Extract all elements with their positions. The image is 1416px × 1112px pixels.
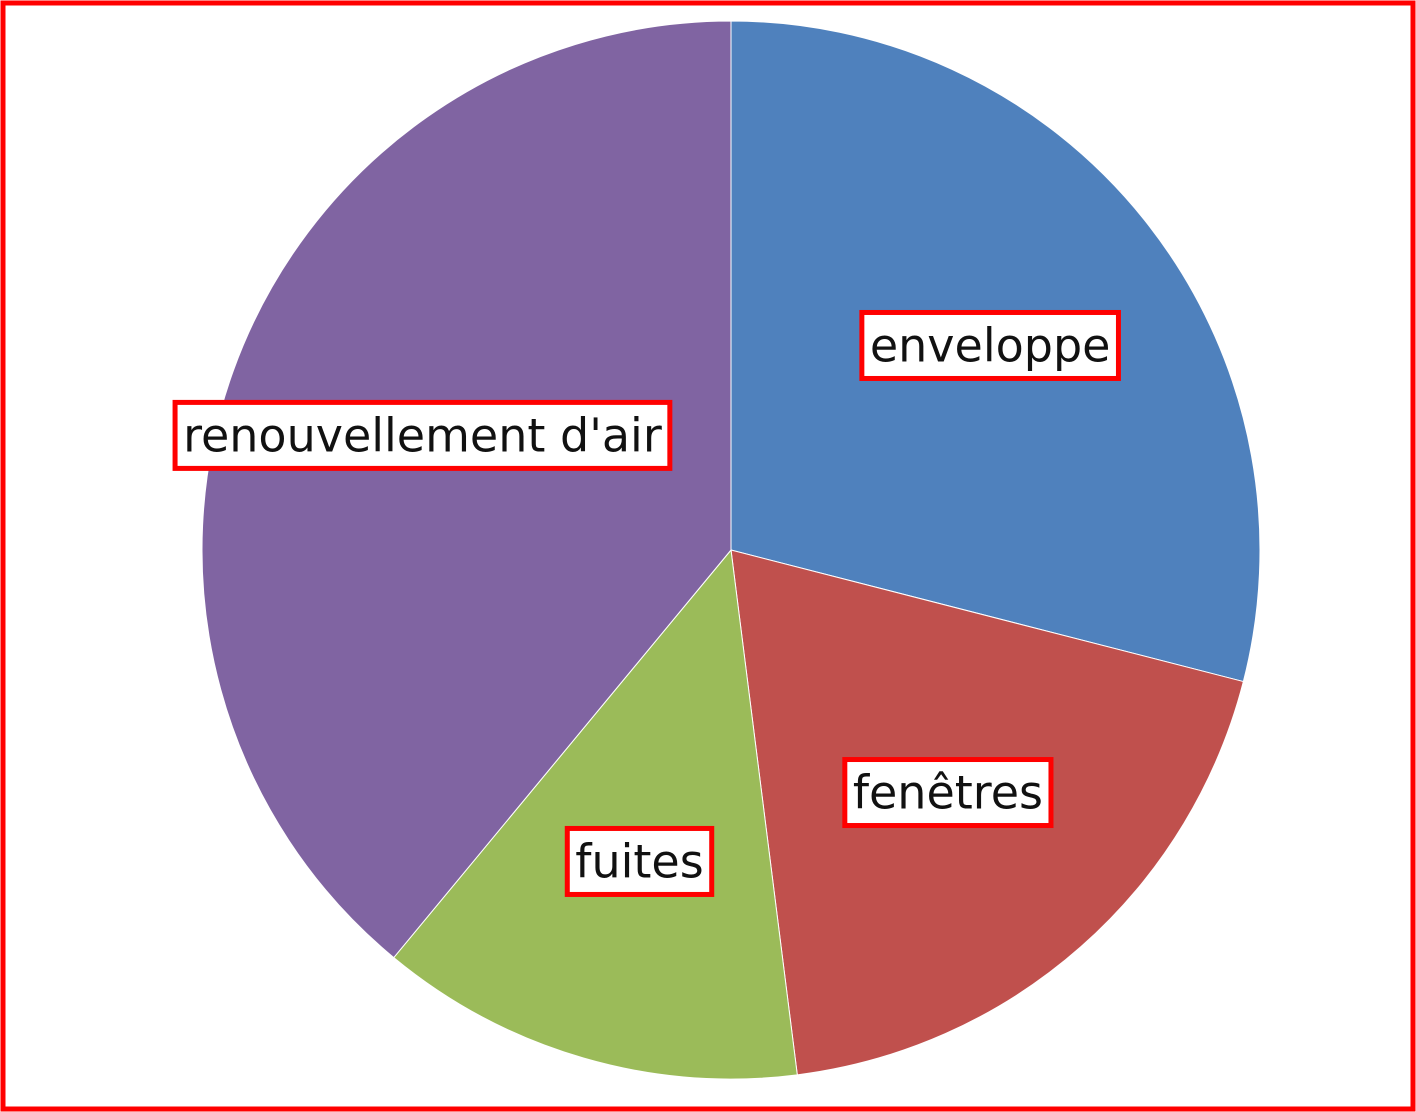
label-box	[172, 399, 673, 471]
slice-label: fenêtres	[853, 766, 1043, 820]
slice-label: renouvellement d'air	[183, 408, 662, 462]
slices	[201, 20, 1261, 1080]
label-box	[859, 309, 1121, 381]
slice-label: enveloppe	[870, 318, 1111, 372]
pie-slice	[393, 548, 798, 1080]
label-box	[842, 757, 1054, 829]
pie-slice	[201, 20, 732, 959]
labels: enveloppe fenêtres fuites renouvellement d'…	[172, 309, 1121, 897]
label-box	[564, 825, 715, 897]
slice-label: fuites	[575, 834, 703, 888]
